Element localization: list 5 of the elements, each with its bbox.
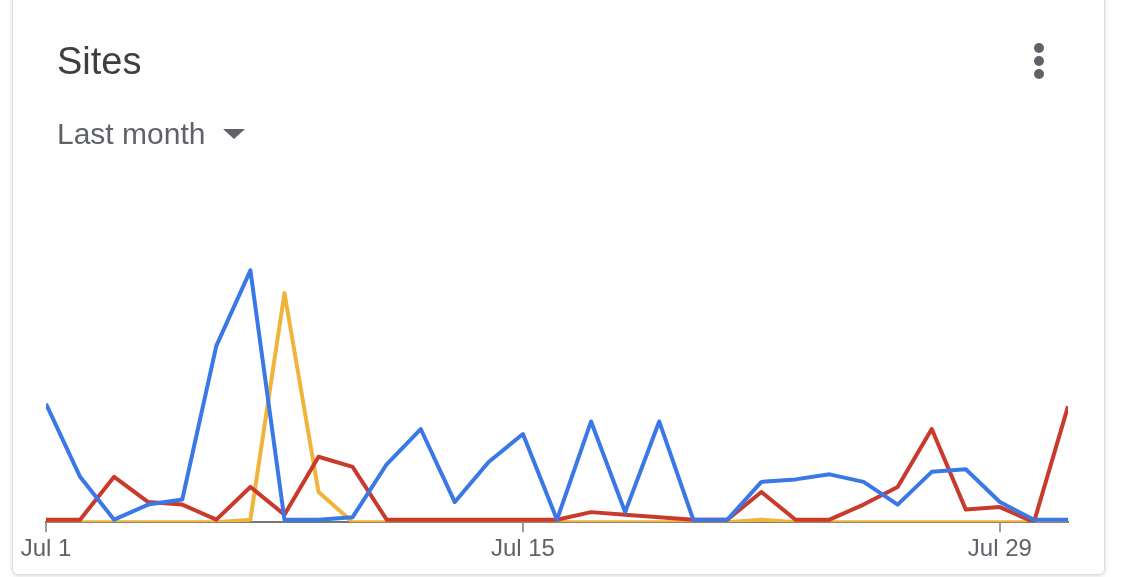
chart-title: Sites [57,40,142,83]
x-tick-label: Jul 15 [490,534,555,562]
x-tick-label: Jul 29 [967,534,1032,562]
x-tick-label: Jul 1 [20,534,72,562]
chart-subtitle: Last month [57,117,206,151]
